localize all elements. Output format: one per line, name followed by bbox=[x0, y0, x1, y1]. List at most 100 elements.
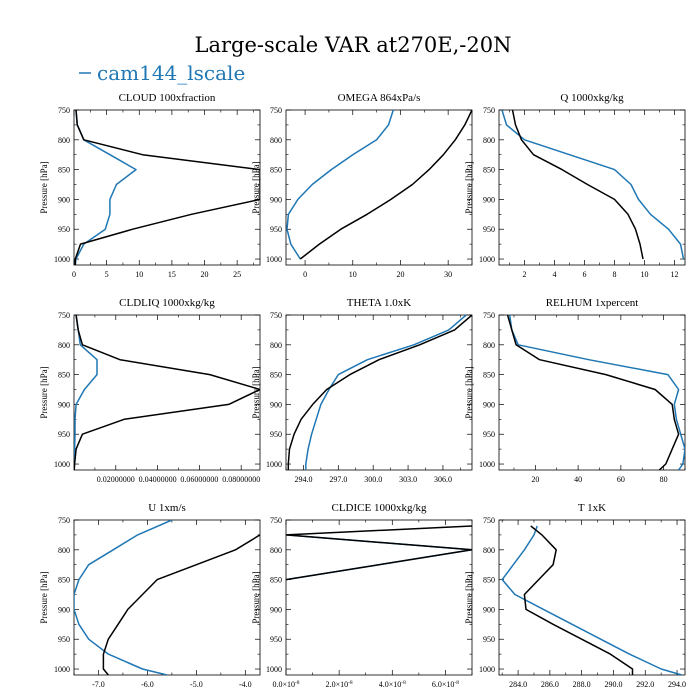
x-tick-label: 8 bbox=[613, 270, 617, 279]
y-tick-label: 900 bbox=[270, 605, 282, 614]
y-axis-label: Pressure [hPa] bbox=[464, 366, 474, 418]
y-tick-label: 850 bbox=[270, 371, 282, 380]
x-tick-label: 6.0×10-8 bbox=[432, 680, 459, 689]
x-tick-label: 288.0 bbox=[573, 680, 591, 689]
y-tick-label: 950 bbox=[483, 430, 495, 439]
series-line-reference bbox=[102, 534, 260, 675]
y-tick-label: 900 bbox=[58, 400, 70, 409]
series-line-cam144-lscale bbox=[305, 315, 467, 470]
y-tick-label: 900 bbox=[483, 400, 495, 409]
y-tick-label: 750 bbox=[483, 516, 495, 525]
x-tick-label: 306.0 bbox=[434, 475, 452, 484]
y-tick-label: 750 bbox=[58, 311, 70, 320]
x-tick-label: 0.04000000 bbox=[139, 475, 177, 484]
y-tick-label: 750 bbox=[483, 311, 495, 320]
x-tick-label: 25 bbox=[233, 270, 241, 279]
x-tick-label: -7.0 bbox=[92, 680, 105, 689]
y-tick-label: 900 bbox=[270, 400, 282, 409]
x-tick-label: 4.0×10-8 bbox=[379, 680, 406, 689]
y-axis-label: Pressure [hPa] bbox=[464, 571, 474, 623]
series-line-cam144-lscale bbox=[74, 315, 98, 470]
x-tick-label: 6 bbox=[583, 270, 587, 279]
y-tick-label: 850 bbox=[58, 576, 70, 585]
x-tick-label: 292.0 bbox=[636, 680, 654, 689]
y-tick-label: 850 bbox=[270, 576, 282, 585]
series-line-cam144-lscale bbox=[501, 525, 683, 675]
y-axis-label: Pressure [hPa] bbox=[39, 366, 49, 418]
x-tick-label: 15 bbox=[168, 270, 176, 279]
y-tick-label: 800 bbox=[58, 546, 70, 555]
y-tick-label: 750 bbox=[270, 311, 282, 320]
x-tick-label: 60 bbox=[617, 475, 625, 484]
series-line-cam144-lscale bbox=[501, 110, 685, 260]
series-line-reference bbox=[74, 315, 260, 470]
y-tick-label: 900 bbox=[58, 195, 70, 204]
x-tick-label: 294.0 bbox=[668, 680, 686, 689]
y-tick-label: 1000 bbox=[479, 255, 495, 264]
y-axis-label: Pressure [hPa] bbox=[39, 571, 49, 623]
series-line-cam144-lscale bbox=[508, 315, 685, 470]
x-tick-label: -5.0 bbox=[190, 680, 203, 689]
x-tick-label: 0 bbox=[72, 270, 76, 279]
x-tick-label: 0.02000000 bbox=[97, 475, 135, 484]
x-tick-label: 10 bbox=[641, 270, 649, 279]
y-tick-label: 850 bbox=[270, 166, 282, 175]
series-line-reference bbox=[287, 315, 472, 470]
y-axis-label: Pressure [hPa] bbox=[251, 161, 261, 213]
panel-title: T 1xK bbox=[578, 502, 606, 514]
panel-title: Q 1000xkg/kg bbox=[560, 92, 624, 104]
panel-title: CLDLIQ 1000xkg/kg bbox=[119, 297, 215, 309]
y-tick-label: 800 bbox=[270, 341, 282, 350]
panel-theta: THETA 1.0xK Pressure [hPa] 750 800 850 900 950… bbox=[251, 297, 473, 484]
y-tick-label: 850 bbox=[483, 166, 495, 175]
y-tick-label: 800 bbox=[270, 136, 282, 145]
x-tick-label: 40 bbox=[574, 475, 582, 484]
panel-t: T 1xK Pressure [hPa] 750 800 850 900 950 1000 28… bbox=[464, 502, 686, 689]
y-tick-label: 800 bbox=[58, 136, 70, 145]
x-tick-label: 80 bbox=[660, 475, 668, 484]
y-tick-label: 950 bbox=[270, 225, 282, 234]
panel-cloud: CLOUD 100xfraction Pressure [hPa] 750 800 85… bbox=[39, 92, 261, 279]
y-tick-label: 850 bbox=[58, 166, 70, 175]
y-tick-label: 900 bbox=[483, 195, 495, 204]
x-tick-label: 0.06000000 bbox=[180, 475, 218, 484]
x-tick-label: 2.0×10-8 bbox=[326, 680, 353, 689]
series-line-cam144-lscale bbox=[74, 520, 173, 675]
x-tick-label: 10 bbox=[349, 270, 357, 279]
y-tick-label: 800 bbox=[483, 341, 495, 350]
panel-title: OMEGA 864xPa/s bbox=[338, 92, 421, 104]
x-tick-label: -6.0 bbox=[141, 680, 154, 689]
series-line-reference bbox=[286, 525, 472, 581]
panel-title: CLDICE 1000xkg/kg bbox=[331, 502, 427, 514]
x-tick-label: 284.0 bbox=[509, 680, 527, 689]
x-tick-label: 20 bbox=[396, 270, 404, 279]
y-tick-label: 850 bbox=[483, 576, 495, 585]
y-tick-label: 1000 bbox=[479, 665, 495, 674]
y-tick-label: 950 bbox=[270, 430, 282, 439]
y-tick-label: 950 bbox=[270, 635, 282, 644]
y-tick-label: 1000 bbox=[479, 460, 495, 469]
y-tick-label: 1000 bbox=[54, 460, 70, 469]
y-axis-label: Pressure [hPa] bbox=[39, 161, 49, 213]
y-tick-label: 950 bbox=[58, 225, 70, 234]
x-tick-label: 294.0 bbox=[294, 475, 312, 484]
x-tick-label: 300.0 bbox=[364, 475, 382, 484]
y-tick-label: 800 bbox=[483, 546, 495, 555]
y-tick-label: 900 bbox=[58, 605, 70, 614]
y-tick-label: 900 bbox=[483, 605, 495, 614]
y-tick-label: 1000 bbox=[54, 255, 70, 264]
x-tick-label: 20 bbox=[201, 270, 209, 279]
x-tick-label: 2 bbox=[523, 270, 527, 279]
panel-cldice: CLDICE 1000xkg/kg Pressure [hPa] 750 800 850… bbox=[251, 502, 473, 689]
plot-frame bbox=[285, 519, 473, 676]
y-tick-label: 750 bbox=[58, 516, 70, 525]
x-tick-label: 20 bbox=[531, 475, 539, 484]
x-tick-label: 297.0 bbox=[329, 475, 347, 484]
panel-omega: OMEGA 864xPa/s Pressure [hPa] 750 800 850 900… bbox=[251, 92, 473, 279]
y-tick-label: 850 bbox=[58, 371, 70, 380]
y-tick-label: 950 bbox=[483, 225, 495, 234]
y-tick-label: 950 bbox=[58, 635, 70, 644]
y-tick-label: 1000 bbox=[54, 665, 70, 674]
